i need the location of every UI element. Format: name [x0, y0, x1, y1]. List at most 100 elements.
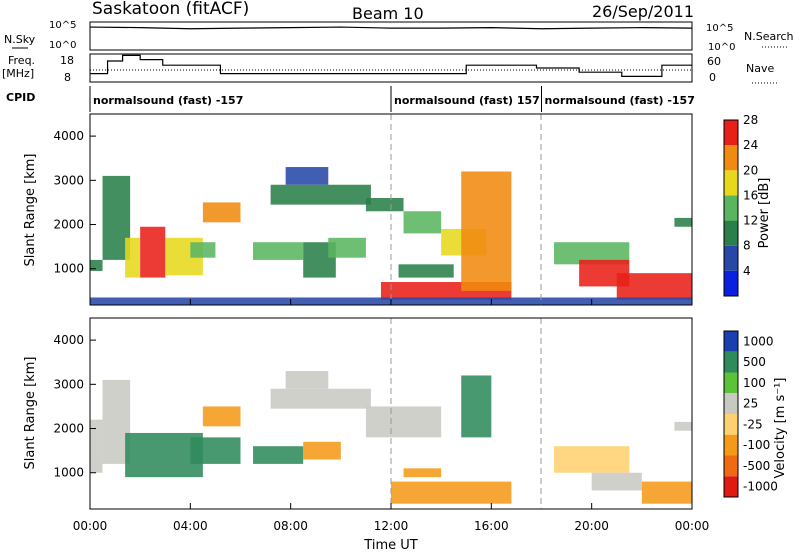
power-cell — [328, 237, 366, 258]
x-tick-label: 00:00 — [73, 519, 108, 533]
velocity-ytick-label: 2000 — [53, 422, 84, 436]
cpid-segments: normalsound (fast) -157 normalsound (fast… — [89, 86, 695, 112]
freq-label-line1: Freq. — [8, 54, 35, 67]
power-colorbar-tick: 12 — [743, 214, 758, 228]
power-cell — [554, 242, 630, 265]
velocity-cell — [365, 406, 442, 438]
power-ytick-label: 4000 — [53, 129, 84, 143]
date-title: 26/Sep/2011 — [592, 2, 694, 21]
velocity-colorbar: 1000 500 100 25 -25 -100 -500 -1000 — [723, 330, 778, 498]
nsky-line — [89, 26, 693, 30]
velocity-cell — [270, 388, 371, 409]
freq-tick-bottom: 8 — [64, 71, 71, 84]
cpid-label: CPID — [6, 91, 35, 104]
velocity-colorbar-label: Velocity [m s⁻¹] — [773, 378, 788, 479]
velocity-ylabel: Slant Range [km] — [23, 357, 38, 470]
velocity-cell — [461, 375, 492, 438]
velocity-cell — [674, 421, 692, 431]
power-ytick-label: 2000 — [53, 218, 84, 232]
velocity-cell — [190, 437, 241, 464]
station-title: Saskatoon (fitACF) — [92, 0, 249, 19]
velocity-colorbar-swatch — [724, 393, 738, 414]
power-cell — [190, 242, 216, 258]
power-ytick-label: 3000 — [53, 173, 84, 187]
velocity-cell — [554, 446, 630, 473]
x-tick-label: 00:00 — [675, 519, 710, 533]
power-colorbar-tick: 8 — [743, 239, 751, 253]
power-colorbar-frame — [723, 119, 739, 297]
power-colorbar-label: Power [dB] — [757, 178, 772, 249]
power-colorbar-swatch — [724, 170, 738, 196]
x-tick-label: 16:00 — [474, 519, 509, 533]
power-cell — [403, 211, 442, 234]
velocity-colorbar-swatch — [724, 372, 738, 394]
velocity-colorbar-swatch — [724, 414, 738, 435]
velocity-heatmap — [90, 371, 692, 504]
velocity-colorbar-swatch — [724, 331, 738, 352]
velocity-cell — [90, 419, 103, 473]
nave-tick-top: 60 — [707, 55, 721, 68]
velocity-colorbar-swatch — [724, 434, 738, 456]
power-colorbar-tick: 24 — [743, 138, 758, 152]
velocity-colorbar-tick: 25 — [743, 397, 758, 411]
power-colorbar-swatch — [724, 245, 738, 271]
x-axis-label: Time UT — [363, 538, 417, 553]
nsky-label: N.Sky — [4, 33, 36, 46]
power-ylabel: Slant Range [km] — [23, 154, 38, 267]
x-tick-label: 12:00 — [374, 519, 409, 533]
power-y-ticks: 1000 2000 3000 4000 — [53, 129, 96, 276]
power-colorbar-swatch — [724, 120, 738, 146]
velocity-colorbar-tick: -500 — [743, 459, 770, 473]
power-cell — [461, 171, 512, 291]
freq-line — [90, 54, 692, 78]
power-colorbar-swatch — [724, 270, 738, 296]
power-cell — [125, 237, 141, 278]
nave-tick-bottom: 0 — [709, 71, 716, 84]
x-tick-label: 04:00 — [173, 519, 208, 533]
freq-label-line2: [MHz] — [2, 67, 34, 80]
freq-strip-frame — [89, 53, 693, 83]
nsky-tick-bottom: 10^0 — [49, 40, 76, 51]
velocity-ytick-label: 4000 — [53, 333, 84, 347]
power-cell — [285, 167, 329, 185]
power-cell — [253, 242, 304, 260]
nsky-tick-top: 10^5 — [49, 20, 76, 31]
nsky-strip-frame — [89, 21, 693, 51]
power-colorbar-tick: 28 — [743, 113, 758, 127]
cpid-segment-label: normalsound (fast) -157 — [93, 94, 243, 107]
power-cell — [90, 259, 103, 271]
velocity-cell — [285, 371, 329, 389]
power-cell — [616, 273, 692, 300]
velocity-cell — [391, 481, 512, 504]
power-colorbar-swatch — [724, 145, 738, 171]
cpid-segment-label: normalsound (fast) 157 — [394, 94, 540, 107]
velocity-colorbar-tick: -1000 — [743, 480, 778, 494]
velocity-colorbar-swatch — [724, 476, 738, 497]
nsearch-tick-top: 10^5 — [706, 23, 733, 34]
velocity-cell — [125, 432, 203, 478]
beam-title: Beam 10 — [352, 4, 424, 23]
velocity-colorbar-tick: -100 — [743, 438, 770, 452]
velocity-cell — [253, 446, 304, 464]
velocity-cell — [591, 472, 642, 491]
power-cell — [398, 264, 454, 278]
freq-tick-top: 18 — [60, 54, 74, 67]
power-cell — [270, 184, 371, 205]
velocity-colorbar-tick: 1000 — [743, 334, 774, 348]
power-colorbar-tick: 4 — [743, 264, 751, 278]
power-cell — [674, 217, 692, 227]
x-tick-label: 20:00 — [574, 519, 609, 533]
velocity-cell — [202, 406, 241, 427]
x-tick-label: 08:00 — [273, 519, 308, 533]
power-colorbar-tick: 16 — [743, 188, 758, 202]
power-cell — [365, 198, 404, 212]
velocity-colorbar-swatch — [724, 455, 738, 477]
velocity-colorbar-swatch — [724, 351, 738, 373]
velocity-cell — [303, 441, 341, 460]
velocity-y-ticks: 1000 2000 3000 4000 — [53, 333, 96, 480]
velocity-cell — [641, 481, 692, 504]
velocity-ytick-label: 3000 — [53, 377, 84, 391]
velocity-ytick-label: 1000 — [53, 466, 84, 480]
velocity-cell — [403, 468, 442, 478]
